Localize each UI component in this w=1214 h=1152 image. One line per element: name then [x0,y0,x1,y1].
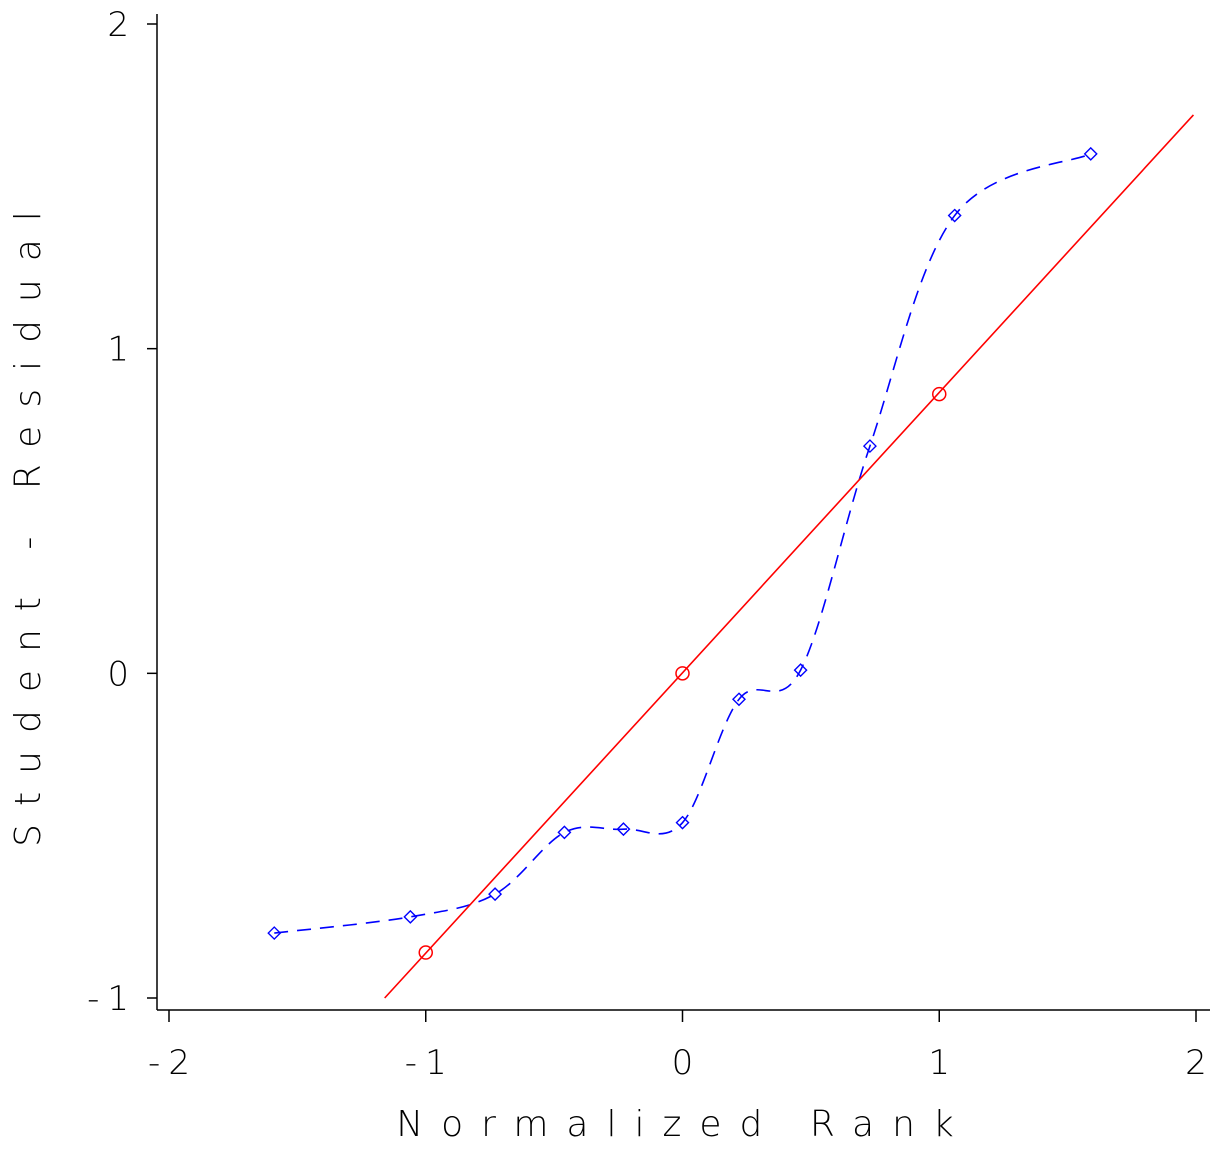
data-point-circle [418,945,433,960]
data-point-diamond [731,692,746,707]
x-tick-label: -2 [148,1043,198,1083]
x-tick-label: 2 [1185,1043,1214,1083]
data-point-diamond [947,208,962,223]
data-point-circle [675,666,690,681]
data-point-diamond [862,439,877,454]
series-2 [418,386,947,960]
y-tick-label: -1 [87,979,137,1019]
y-tick-label: 2 [107,5,137,45]
series-0-curve [274,153,1092,934]
data-point-diamond [267,926,282,941]
data-point-circle [932,386,947,402]
series-layer [267,114,1195,999]
data-point-diamond [616,822,631,837]
x-axis-title: Normalized Rank [396,1104,972,1145]
y-tick-label: 0 [107,654,137,694]
data-point-diamond [793,663,808,678]
y-axis-title: Student - Residual [8,193,49,847]
data-point-diamond [488,887,503,902]
data-point-diamond [675,815,690,830]
x-tick-label: -1 [405,1043,455,1083]
axes-layer: -1 0 1 2 -2 -1 0 1 2 [87,5,1214,1083]
series-0 [267,146,1098,941]
series-1-line [384,114,1195,999]
series-1 [384,114,1195,999]
data-point-diamond [557,825,572,840]
x-tick-label: 1 [928,1043,958,1083]
x-tick-label: 0 [672,1043,702,1083]
y-tick-label: 1 [107,330,137,370]
data-point-diamond [403,909,418,924]
data-point-diamond [1083,146,1098,161]
